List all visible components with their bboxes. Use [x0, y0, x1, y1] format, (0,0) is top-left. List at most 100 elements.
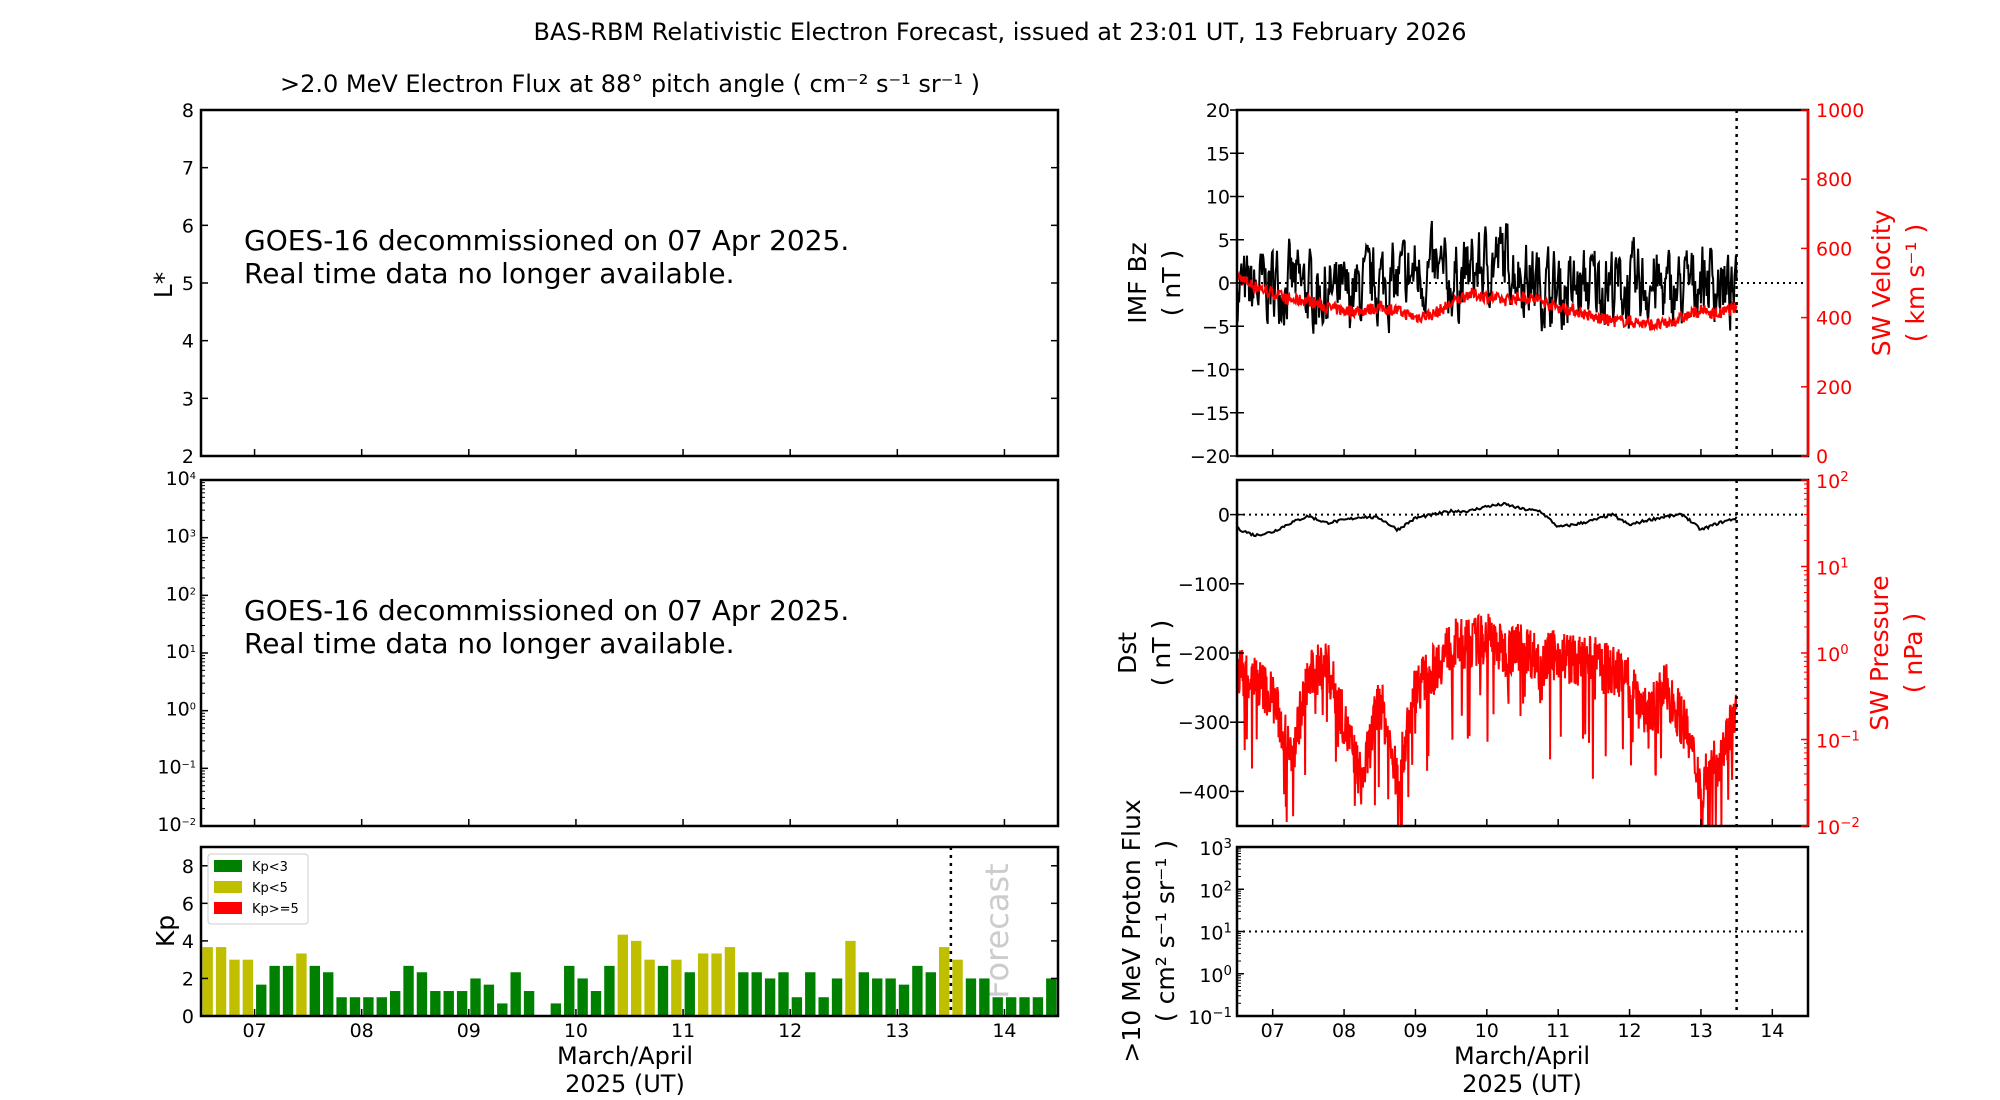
dst-ylabel-line1: Dst [1113, 632, 1142, 674]
x-tick-label: 13 [1689, 1020, 1713, 1042]
y-tick-label: 104 [166, 468, 196, 490]
kp-ylabel: Kp [151, 915, 180, 947]
kp-bar [1019, 997, 1030, 1016]
kp-bar [671, 959, 682, 1016]
pressure-ylabel-line2: ( nPa ) [1899, 613, 1928, 694]
y-tick-label: 1000 [1816, 100, 1864, 122]
x-tick-label: 07 [242, 1020, 266, 1042]
y-tick-label: 20 [1206, 100, 1230, 122]
y-tick-label: −200 [1178, 643, 1230, 665]
geo-message-line2: Real time data no longer available. [244, 627, 735, 660]
electron-flux-title: >2.0 MeV Electron Flux at 88° pitch angl… [280, 70, 980, 98]
kp-bar [510, 972, 521, 1016]
y-tick-label: 10−1 [1188, 1006, 1232, 1029]
y-tick-label: 101 [1199, 922, 1232, 945]
imf-bz-panel: IMF Bz ( nT ) SW Velocity ( km s⁻¹ ) −20… [1123, 100, 1930, 468]
kp-bar [256, 984, 267, 1016]
x-tick-label: 14 [1760, 1020, 1784, 1042]
kp-bar [349, 997, 361, 1016]
y-tick-label: 103 [1199, 837, 1232, 860]
kp-bar [831, 978, 843, 1016]
kp-bar [336, 997, 347, 1016]
y-tick-label: −10 [1190, 360, 1230, 382]
y-tick-label: 2 [182, 446, 194, 468]
dst-line [1236, 501, 1738, 538]
kp-bar [631, 940, 642, 1016]
y-tick-label: 5 [182, 273, 194, 295]
lstar-message-line1: GOES-16 decommissioned on 07 Apr 2025. [244, 224, 849, 257]
kp-bar [215, 947, 227, 1016]
kp-bar [590, 991, 602, 1016]
y-tick-label: 10−2 [157, 814, 196, 836]
kp-bar [925, 972, 936, 1016]
kp-bar [952, 959, 963, 1016]
y-tick-label: 0 [1218, 505, 1230, 527]
kp-bar [309, 965, 321, 1016]
kp-bar [550, 1003, 562, 1016]
kp-bar [724, 947, 736, 1016]
legend-label: Kp>=5 [252, 902, 299, 917]
kp-bar [965, 978, 977, 1016]
kp-bar [992, 997, 1003, 1016]
y-tick-label: 800 [1816, 169, 1852, 191]
kp-bar [738, 972, 749, 1016]
dst-panel: Dst ( nT ) SW Pressure ( nPa ) −400 −300 −… [1113, 470, 1928, 839]
kp-xlabel-line1: March/April [557, 1042, 693, 1070]
y-tick-label: 10−1 [157, 756, 196, 778]
y-tick-label: −15 [1190, 403, 1230, 425]
y-tick-label: 0 [182, 1006, 194, 1028]
x-tick-label: 12 [778, 1020, 802, 1042]
kp-bar [872, 978, 883, 1016]
kp-bar [1046, 978, 1057, 1016]
figure-title: BAS-RBM Relativistic Electron Forecast, … [534, 18, 1467, 46]
kp-bar [430, 991, 441, 1016]
kp-bar [564, 965, 575, 1016]
y-tick-label: 101 [1816, 557, 1849, 580]
kp-bar [938, 947, 950, 1016]
y-tick-label: 100 [1199, 964, 1232, 987]
proton-xlabel-line2: 2025 (UT) [1462, 1070, 1582, 1098]
legend-swatch [214, 860, 242, 872]
kp-bar [1032, 997, 1044, 1016]
y-tick-label: −300 [1178, 712, 1230, 734]
velocity-ylabel-line2: ( km s⁻¹ ) [1901, 224, 1930, 342]
kp-legend: Kp<3 Kp<5 Kp>=5 [207, 853, 309, 925]
kp-bar [711, 953, 722, 1016]
kp-bar [363, 997, 374, 1016]
bz-ylabel-line1: IMF Bz [1123, 242, 1152, 324]
y-tick-label: 8 [182, 856, 194, 878]
x-tick-label: 10 [564, 1020, 588, 1042]
x-tick-label: 12 [1617, 1020, 1641, 1042]
sw-pressure-line [1236, 613, 1738, 827]
x-tick-label: 11 [1546, 1020, 1570, 1042]
dst-ylabel-line2: ( nT ) [1147, 620, 1176, 687]
kp-bar [577, 978, 588, 1016]
kp-xlabel-line2: 2025 (UT) [565, 1070, 685, 1098]
y-tick-label: −100 [1178, 574, 1230, 596]
kp-bar [751, 972, 762, 1016]
legend-swatch [214, 902, 242, 914]
kp-bar [483, 984, 495, 1016]
y-tick-label: 15 [1206, 143, 1230, 165]
y-tick-label: 4 [182, 931, 194, 953]
y-tick-label: 400 [1816, 308, 1852, 330]
y-tick-label: 5 [1218, 230, 1230, 252]
y-tick-label: 100 [166, 699, 196, 721]
kp-bar [657, 965, 669, 1016]
y-tick-label: 0 [1816, 446, 1828, 468]
legend-label: Kp<5 [252, 881, 288, 896]
y-tick-label: 10−1 [1816, 730, 1860, 753]
geo-flux-panel: GOES-16 decommissioned on 07 Apr 2025. R… [157, 468, 1060, 836]
x-tick-label: 09 [457, 1020, 481, 1042]
x-tick-label: 10 [1475, 1020, 1499, 1042]
kp-bar [323, 972, 334, 1016]
x-tick-label: 08 [1332, 1020, 1356, 1042]
kp-bar [858, 972, 870, 1016]
kp-panel: Kp Forecast March/April 2025 (UT) 0 2 4 6 8 0… [151, 845, 1060, 1098]
proton-xlabel-line1: March/April [1454, 1042, 1590, 1070]
kp-bar [376, 997, 387, 1016]
x-tick-label: 13 [885, 1020, 909, 1042]
proton-flux-panel: >10 MeV Proton Flux ( cm² s⁻¹ sr⁻¹ ) Mar… [1117, 799, 1810, 1098]
kp-bar [416, 972, 428, 1016]
